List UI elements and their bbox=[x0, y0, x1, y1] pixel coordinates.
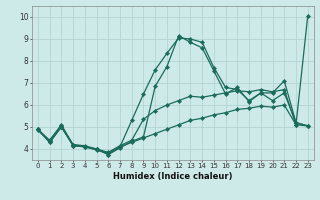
X-axis label: Humidex (Indice chaleur): Humidex (Indice chaleur) bbox=[113, 172, 233, 181]
